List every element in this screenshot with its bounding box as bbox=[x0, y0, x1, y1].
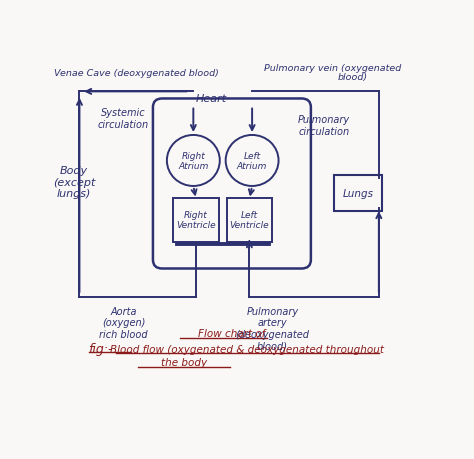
Text: Left
Ventricle: Left Ventricle bbox=[229, 211, 269, 230]
Text: Right
Atrium: Right Atrium bbox=[178, 151, 209, 171]
Text: Left
Atrium: Left Atrium bbox=[237, 151, 267, 171]
Text: Pulmonary vein (oxygenated: Pulmonary vein (oxygenated bbox=[264, 64, 401, 73]
Text: Systemic
circulation: Systemic circulation bbox=[98, 108, 149, 129]
Text: the body: the body bbox=[161, 358, 207, 368]
Text: Lungs: Lungs bbox=[342, 189, 373, 199]
Text: Blood flow (oxygenated & deoxygenated throughout: Blood flow (oxygenated & deoxygenated th… bbox=[109, 344, 383, 354]
Text: Body
(except
lungs): Body (except lungs) bbox=[53, 166, 95, 199]
Text: Pulmonary
circulation: Pulmonary circulation bbox=[298, 115, 350, 136]
Text: blood): blood) bbox=[338, 73, 368, 82]
Text: Right
Ventricle: Right Ventricle bbox=[176, 211, 216, 230]
Text: fig:-: fig:- bbox=[89, 343, 113, 356]
Text: Venae Cave (deoxygenated blood): Venae Cave (deoxygenated blood) bbox=[54, 69, 219, 78]
Text: Heart: Heart bbox=[196, 94, 227, 104]
Text: Flow chart of: Flow chart of bbox=[198, 328, 265, 338]
Text: Aorta
(oxygen)
rich blood: Aorta (oxygen) rich blood bbox=[99, 306, 148, 339]
Text: Pulmonary
artery
(deoxygenated
blood): Pulmonary artery (deoxygenated blood) bbox=[235, 306, 310, 351]
